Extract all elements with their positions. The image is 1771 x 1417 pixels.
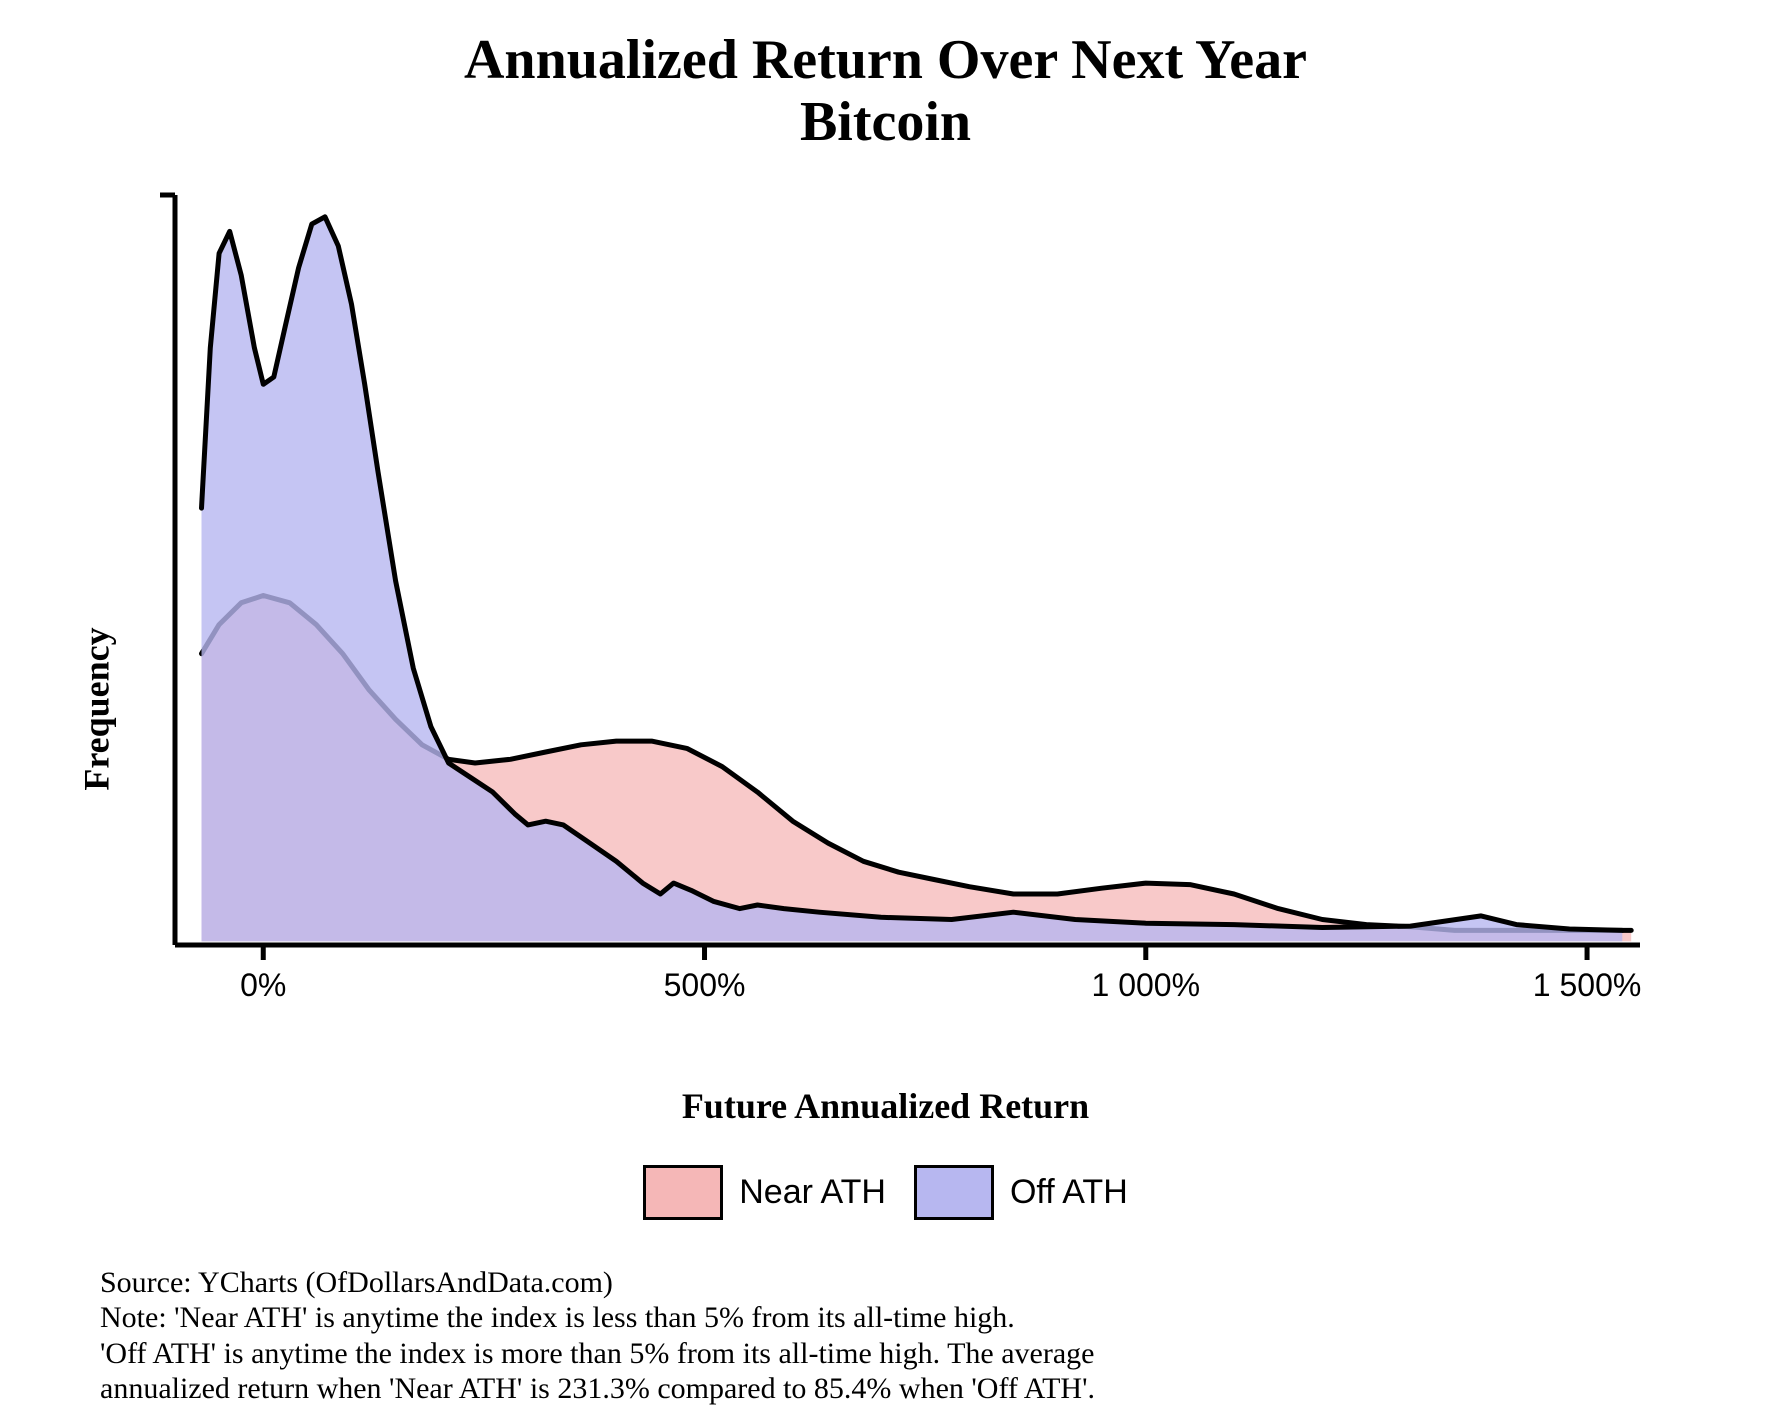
title-line-2: Bitcoin bbox=[0, 92, 1771, 154]
x-tick-label: 1 000% bbox=[1092, 967, 1201, 1003]
legend-item-near-ath: Near ATH bbox=[643, 1165, 886, 1220]
legend-item-off-ath: Off ATH bbox=[914, 1165, 1128, 1220]
legend-swatch-off-ath bbox=[914, 1165, 994, 1220]
x-tick-label: 500% bbox=[664, 967, 746, 1003]
footer-notes: Source: YCharts (OfDollarsAndData.com) N… bbox=[100, 1265, 1691, 1407]
title-line-1: Annualized Return Over Next Year bbox=[0, 30, 1771, 92]
chart-title-block: Annualized Return Over Next Year Bitcoin bbox=[0, 0, 1771, 153]
legend: Near ATH Off ATH bbox=[0, 1165, 1771, 1225]
legend-swatch-near-ath bbox=[643, 1165, 723, 1220]
footer-line-3: 'Off ATH' is anytime the index is more t… bbox=[100, 1336, 1691, 1371]
x-tick-label: 0% bbox=[240, 967, 286, 1003]
legend-row: Near ATH Off ATH bbox=[643, 1165, 1128, 1220]
footer-line-1: Source: YCharts (OfDollarsAndData.com) bbox=[100, 1265, 1691, 1300]
density-chart-svg: 0% 500% 1 000% 1 500% bbox=[80, 185, 1700, 1005]
density-fill-off_ath bbox=[202, 217, 1623, 942]
page-root: Annualized Return Over Next Year Bitcoin… bbox=[0, 0, 1771, 1417]
chart-area: 0% 500% 1 000% 1 500% bbox=[80, 185, 1700, 1005]
legend-label-near-ath: Near ATH bbox=[739, 1173, 886, 1212]
footer-line-4: annualized return when 'Near ATH' is 231… bbox=[100, 1371, 1691, 1406]
x-axis-label: Future Annualized Return bbox=[0, 1085, 1771, 1127]
x-tick-label: 1 500% bbox=[1533, 967, 1642, 1003]
legend-label-off-ath: Off ATH bbox=[1010, 1173, 1128, 1212]
footer-line-2: Note: 'Near ATH' is anytime the index is… bbox=[100, 1300, 1691, 1335]
